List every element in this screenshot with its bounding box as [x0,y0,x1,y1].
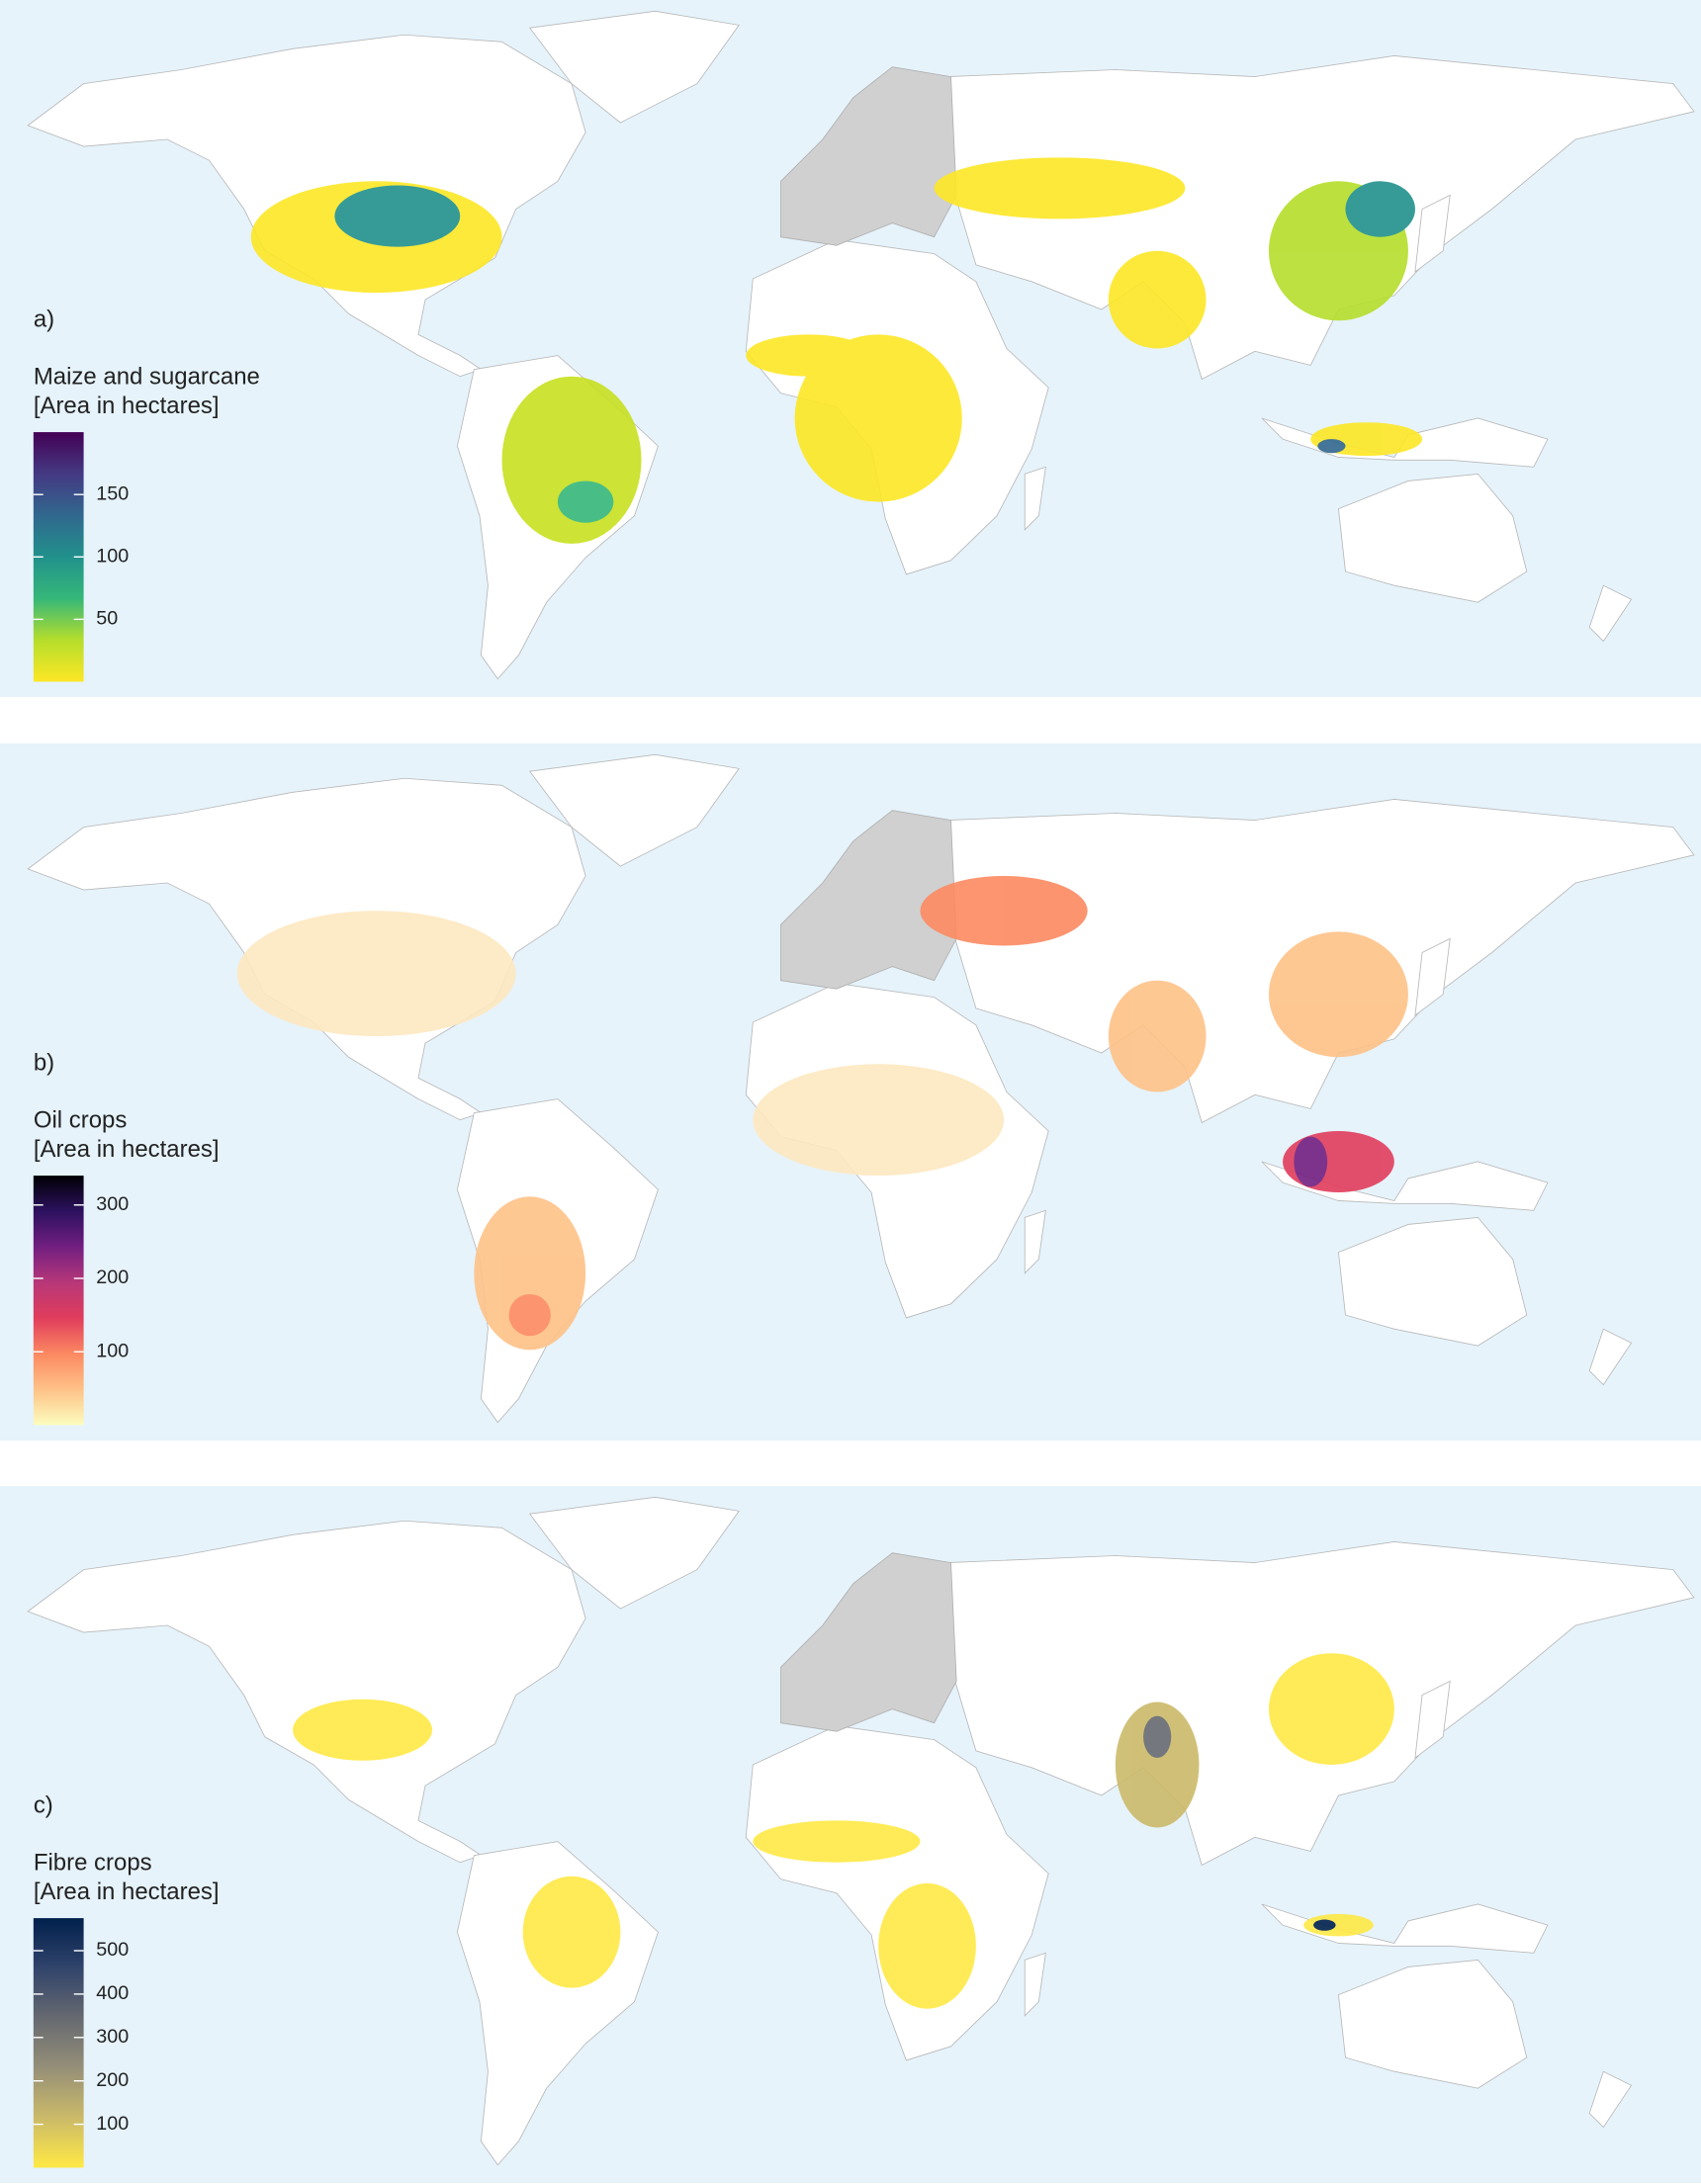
legend-title: Fibre crops [34,1849,152,1876]
colorbar [33,1176,84,1426]
map-panel: a) Maize and sugarcane [Area in hectares] 5… [0,0,1701,697]
colorbar-tick-label: 400 [96,1982,129,2004]
colorbar-tick-label: 200 [96,2069,129,2091]
legend-subtitle: [Area in hectares] [34,1136,220,1163]
colorbar [33,1918,84,2168]
crop-area [293,1653,1394,2009]
panel-label: c) [34,1792,53,1819]
colorbar-tick-label: 50 [96,608,118,630]
panel-label: a) [34,306,54,333]
crop-area [236,875,1408,1351]
colorbar-tick-label: 150 [96,482,129,504]
colorbar-tick-label: 100 [96,2113,129,2135]
crop-area [250,157,1423,544]
colorbar-tick-label: 500 [96,1939,129,1961]
map-panel: b) Oil crops [Area in hectares] 100 200 300 [0,743,1701,1441]
colorbar-tick-label: 300 [96,1193,129,1215]
legend-subtitle: [Area in hectares] [34,393,220,419]
map-panel: c) Fibre crops[Area in hectares] 100 200 300… [0,1486,1701,2183]
colorbar-tick-label: 100 [96,546,129,568]
colorbar-tick-label: 300 [96,2026,129,2048]
legend-subtitle: [Area in hectares] [34,1878,220,1905]
colorbar-tick-label: 100 [96,1340,129,1361]
legend-title: Oil crops [34,1106,128,1133]
colorbar-tick-label: 200 [96,1267,129,1288]
panel-label: b) [34,1050,54,1077]
legend-title: Maize and sugarcane [34,363,260,390]
